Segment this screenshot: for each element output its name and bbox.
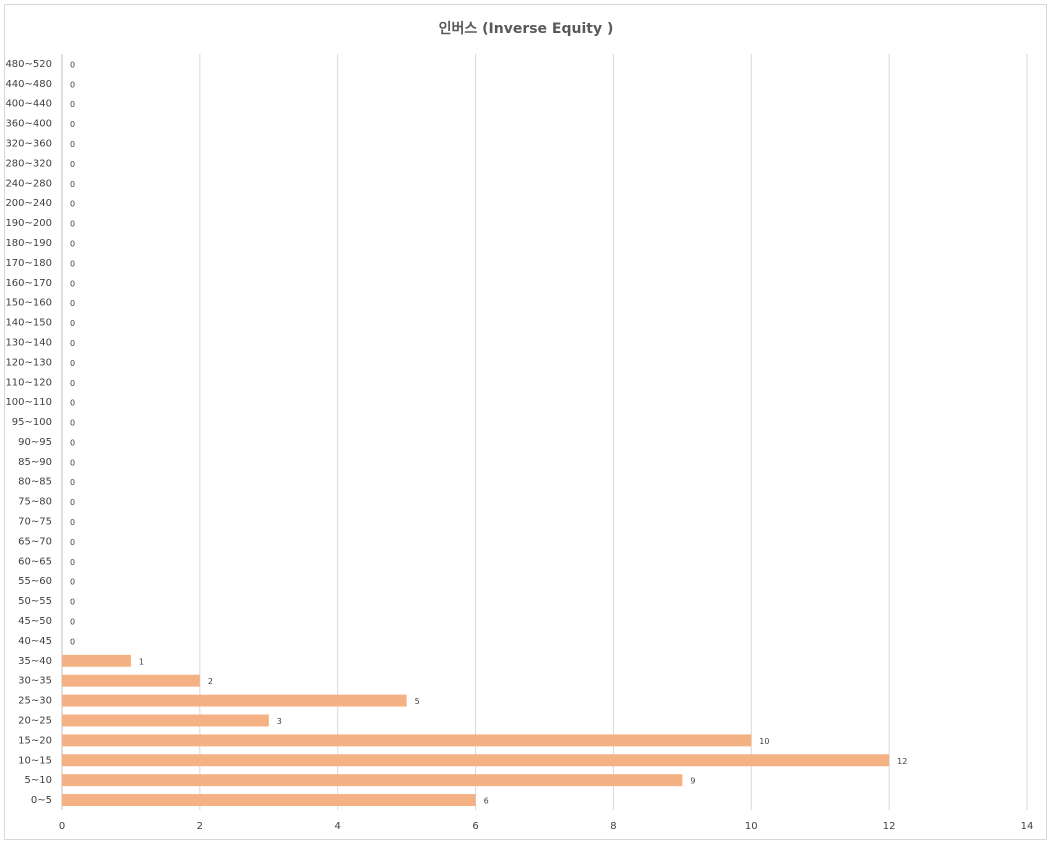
y-tick-label: 10~15 (18, 755, 52, 766)
y-tick-label: 80~85 (18, 477, 52, 488)
y-tick-label: 400~440 (5, 99, 52, 110)
value-label: 3 (277, 717, 282, 726)
y-tick-label: 25~30 (18, 696, 52, 707)
value-label: 0 (70, 478, 75, 487)
bar (62, 654, 131, 667)
chart-title: 인버스 (Inverse Equity ) (439, 20, 614, 37)
value-label: 0 (70, 598, 75, 607)
value-label: 0 (70, 60, 75, 69)
y-tick-label: 65~70 (18, 536, 52, 547)
y-tick-label: 100~110 (5, 397, 52, 408)
value-label: 0 (70, 100, 75, 109)
y-tick-label: 40~45 (18, 636, 52, 647)
value-label: 0 (70, 498, 75, 507)
value-label: 0 (70, 160, 75, 169)
value-label: 5 (415, 697, 420, 706)
y-tick-label: 35~40 (18, 656, 52, 667)
y-tick-label: 160~170 (5, 278, 52, 289)
x-tick-label: 14 (1021, 821, 1034, 832)
value-label: 9 (690, 777, 695, 786)
bar (62, 794, 476, 807)
x-tick-label: 4 (335, 821, 341, 832)
value-label: 0 (70, 140, 75, 149)
y-tick-label: 320~360 (5, 139, 52, 150)
value-label: 2 (208, 677, 213, 686)
y-tick-label: 55~60 (18, 576, 52, 587)
x-tick-label: 12 (883, 821, 896, 832)
y-tick-label: 5~10 (25, 775, 52, 786)
value-label: 0 (70, 299, 75, 308)
value-label: 1 (139, 657, 144, 666)
value-label: 0 (70, 359, 75, 368)
y-tick-label: 190~200 (5, 218, 52, 229)
bar (62, 674, 200, 687)
bar (62, 714, 269, 727)
chart-frame (4, 4, 1047, 840)
value-label: 0 (70, 200, 75, 209)
y-tick-label: 30~35 (18, 676, 52, 687)
value-label: 0 (70, 379, 75, 388)
x-tick-label: 6 (472, 821, 478, 832)
y-tick-label: 130~140 (5, 337, 52, 348)
x-tick-label: 8 (610, 821, 616, 832)
x-tick-label: 2 (197, 821, 203, 832)
y-tick-label: 15~20 (18, 735, 52, 746)
value-label: 0 (70, 339, 75, 348)
y-tick-label: 0~5 (31, 795, 52, 806)
y-tick-label: 90~95 (18, 437, 52, 448)
y-tick-label: 75~80 (18, 497, 52, 508)
y-tick-label: 120~130 (5, 357, 52, 368)
y-tick-label: 480~520 (5, 59, 52, 70)
value-label: 0 (70, 618, 75, 627)
bar (62, 754, 890, 767)
value-label: 0 (70, 80, 75, 89)
value-label: 0 (70, 240, 75, 249)
value-label: 0 (70, 120, 75, 129)
value-label: 0 (70, 458, 75, 467)
y-tick-label: 440~480 (5, 79, 52, 90)
y-tick-label: 150~160 (5, 298, 52, 309)
x-tick-label: 10 (745, 821, 758, 832)
y-tick-label: 110~120 (5, 377, 52, 388)
value-label: 0 (70, 220, 75, 229)
y-tick-label: 60~65 (18, 556, 52, 567)
value-label: 0 (70, 180, 75, 189)
value-label: 0 (70, 637, 75, 646)
y-tick-label: 360~400 (5, 119, 52, 130)
value-label: 0 (70, 319, 75, 328)
value-label: 6 (484, 797, 489, 806)
y-tick-label: 170~180 (5, 258, 52, 269)
y-tick-label: 280~320 (5, 158, 52, 169)
bar (62, 694, 407, 707)
value-label: 0 (70, 279, 75, 288)
y-tick-label: 85~90 (18, 457, 52, 468)
value-label: 10 (759, 737, 769, 746)
y-tick-label: 240~280 (5, 178, 52, 189)
value-label: 0 (70, 518, 75, 527)
value-label: 12 (897, 757, 907, 766)
y-tick-label: 45~50 (18, 616, 52, 627)
bar (62, 734, 752, 747)
bar (62, 774, 683, 787)
value-label: 0 (70, 558, 75, 567)
value-label: 0 (70, 578, 75, 587)
y-tick-label: 20~25 (18, 715, 52, 726)
y-tick-label: 70~75 (18, 517, 52, 528)
y-tick-label: 180~190 (5, 238, 52, 249)
value-label: 0 (70, 419, 75, 428)
value-label: 0 (70, 259, 75, 268)
y-tick-label: 95~100 (12, 417, 52, 428)
y-tick-label: 200~240 (5, 198, 52, 209)
x-tick-label: 0 (59, 821, 65, 832)
value-label: 0 (70, 438, 75, 447)
value-label: 0 (70, 399, 75, 408)
value-label: 0 (70, 538, 75, 547)
y-tick-label: 50~55 (18, 596, 52, 607)
y-tick-label: 140~150 (5, 318, 52, 329)
